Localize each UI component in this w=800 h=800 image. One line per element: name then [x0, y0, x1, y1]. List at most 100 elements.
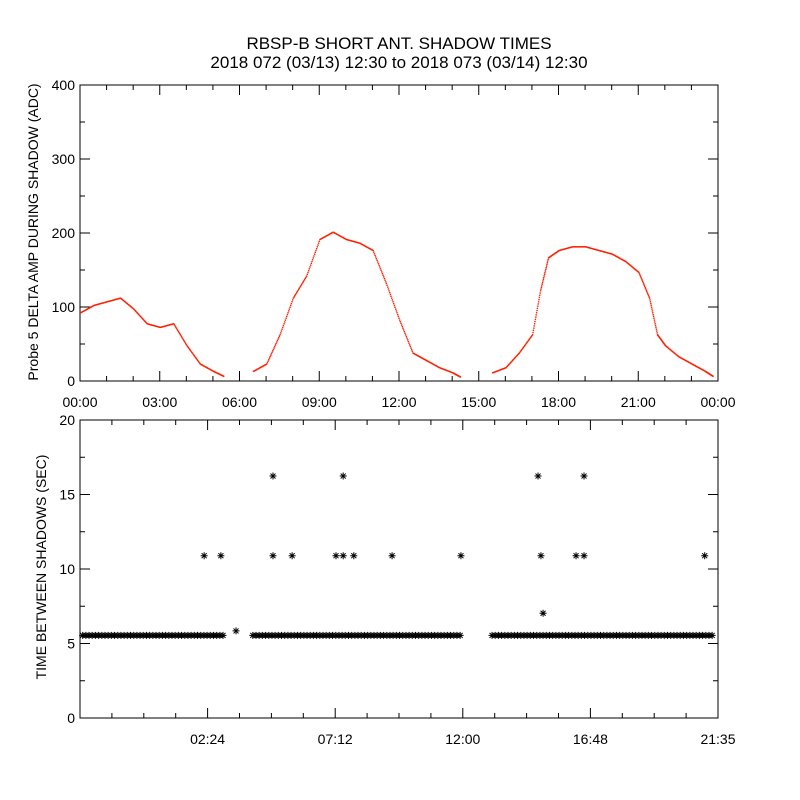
data-point — [396, 312, 398, 314]
data-point — [537, 301, 540, 303]
asterisk-marker — [456, 631, 464, 639]
x-tick-label: 16:48 — [573, 731, 608, 747]
data-point — [269, 356, 271, 358]
data-point — [317, 242, 320, 244]
x-tick-label: 12:00 — [381, 394, 416, 410]
asterisk-marker — [580, 552, 588, 560]
data-point — [406, 339, 409, 341]
asterisk-marker — [350, 552, 358, 560]
data-point — [317, 244, 319, 246]
data-point — [137, 312, 139, 315]
data-point — [305, 276, 307, 278]
data-point — [175, 326, 177, 328]
data-point — [293, 296, 295, 298]
data-point — [643, 284, 645, 287]
data-point — [271, 351, 273, 354]
data-point — [521, 348, 523, 351]
data-point — [282, 324, 285, 327]
asterisk-marker — [537, 552, 545, 560]
data-point — [309, 266, 311, 268]
asterisk-marker — [332, 552, 340, 560]
asterisk-marker — [217, 552, 225, 560]
data-point — [301, 282, 304, 284]
asterisk-marker — [232, 627, 240, 635]
data-point — [400, 324, 403, 326]
data-point — [302, 280, 305, 283]
data-point — [528, 338, 530, 341]
data-point — [509, 361, 512, 364]
data-point — [177, 330, 180, 333]
data-point — [406, 337, 408, 339]
data-point — [513, 358, 515, 360]
data-point — [133, 308, 135, 310]
data-point — [506, 365, 509, 367]
data-point — [196, 359, 199, 362]
data-point — [297, 288, 300, 291]
data-point — [305, 275, 308, 277]
data-point — [139, 315, 142, 318]
data-point — [640, 276, 642, 279]
data-point — [535, 314, 537, 316]
data-point — [389, 291, 391, 294]
data-point — [383, 277, 386, 280]
data-point — [544, 270, 547, 272]
data-point — [143, 320, 146, 322]
y-tick-label: 5 — [67, 636, 75, 652]
data-point — [307, 269, 310, 272]
data-point — [270, 353, 273, 355]
data-point — [541, 285, 543, 287]
data-point — [192, 353, 194, 355]
data-point — [197, 360, 200, 363]
asterisk-marker — [269, 552, 277, 560]
data-point — [182, 338, 184, 340]
x-tick-label: 00:00 — [700, 394, 735, 410]
data-point — [381, 271, 383, 273]
data-point — [145, 321, 147, 323]
data-point — [373, 251, 375, 253]
data-point — [517, 353, 519, 356]
data-point — [535, 312, 538, 314]
data-point — [278, 336, 280, 339]
data-point — [533, 325, 535, 327]
asterisk-marker — [572, 552, 580, 560]
data-point — [135, 311, 138, 313]
data-point — [281, 328, 283, 330]
data-point — [294, 294, 297, 296]
data-point — [402, 327, 404, 330]
data-point — [527, 339, 530, 341]
data-point — [292, 299, 294, 301]
top-plot: 00:00 03:00 06:00 09:00 12:00 15:00 18:00 21:00… — [52, 77, 736, 410]
data-point — [174, 325, 176, 327]
data-point — [286, 315, 288, 318]
data-point — [409, 345, 412, 348]
bottom-plot: 02:24 07:12 12:00 16:48 21:35 0 5 10 15 20 — [59, 412, 735, 747]
data-point — [381, 272, 384, 275]
data-point — [295, 291, 298, 294]
data-point — [181, 337, 184, 339]
data-point — [298, 287, 301, 289]
data-point — [532, 329, 535, 332]
y-tick-label: 0 — [67, 373, 75, 389]
data-point — [299, 285, 302, 287]
data-point — [529, 337, 531, 340]
data-point — [291, 301, 293, 303]
data-point — [193, 355, 196, 357]
data-point — [194, 356, 197, 359]
data-point — [314, 251, 316, 254]
data-point — [190, 351, 193, 353]
data-point — [650, 306, 653, 308]
data-point — [377, 261, 379, 263]
data-point — [534, 320, 536, 323]
data-point — [180, 335, 182, 337]
x-tick-label: 00:00 — [62, 394, 97, 410]
data-point — [533, 323, 536, 325]
data-point — [138, 314, 140, 316]
data-point — [647, 293, 649, 295]
data-point — [537, 305, 539, 307]
data-point — [511, 360, 513, 362]
data-point — [538, 296, 541, 299]
data-point — [397, 313, 399, 316]
data-point — [385, 281, 387, 283]
data-point — [646, 291, 648, 293]
asterisk-marker — [388, 552, 396, 560]
